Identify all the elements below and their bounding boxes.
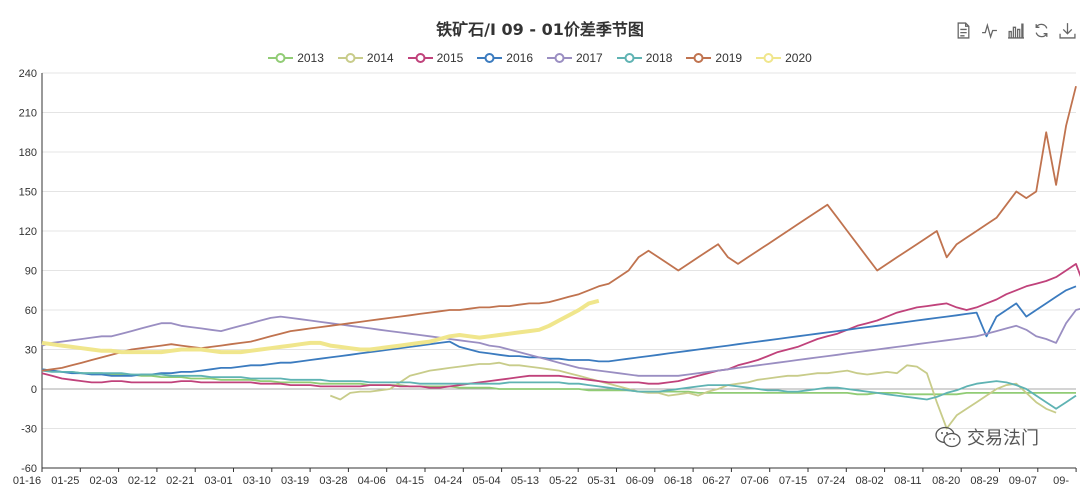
- toolbox: [955, 22, 1076, 39]
- legend-label: 2017: [576, 51, 603, 65]
- watermark: 交易法门: [935, 424, 1039, 450]
- legend-item-2020[interactable]: 2020: [756, 51, 812, 65]
- legend-label: 2020: [785, 51, 812, 65]
- x-tick-label: 03-19: [281, 475, 309, 487]
- legend-swatch-icon: [477, 53, 503, 63]
- x-tick-label: 06-18: [664, 475, 692, 487]
- x-tick-label: 04-24: [434, 475, 462, 487]
- x-tick-label: 04-15: [396, 475, 424, 487]
- x-tick-label: 04-06: [358, 475, 386, 487]
- x-tick-label: 05-04: [473, 475, 501, 487]
- y-tick-label: 240: [19, 68, 37, 80]
- y-tick-label: 0: [31, 384, 37, 396]
- series-line-2015[interactable]: [41, 263, 1080, 389]
- x-tick-label: 01-25: [51, 475, 79, 487]
- series-line-2014[interactable]: [329, 361, 1057, 430]
- y-tick-label: 210: [19, 108, 37, 120]
- y-tick-label: -30: [21, 424, 37, 436]
- legend-item-2013[interactable]: 2013: [268, 51, 324, 65]
- x-tick-label: 08-11: [894, 475, 921, 487]
- download-icon[interactable]: [1059, 22, 1076, 39]
- x-tick-label: 06-27: [702, 475, 730, 487]
- x-tick-label: 05-31: [587, 475, 615, 487]
- y-tick-label: -60: [21, 463, 37, 475]
- x-tick-label: 07-24: [817, 475, 845, 487]
- legend-label: 2018: [645, 51, 673, 65]
- legend-swatch-icon: [337, 53, 363, 63]
- x-tick-label: 01-16: [13, 475, 41, 487]
- x-tick-label: 05-13: [511, 475, 539, 487]
- legend-label: 2016: [506, 51, 533, 65]
- series-line-2018[interactable]: [41, 369, 1077, 410]
- legend-swatch-icon: [686, 53, 712, 63]
- x-tick-label: 08-29: [970, 475, 998, 487]
- x-tick-label: 03-01: [204, 475, 232, 487]
- x-tick-label: 07-15: [779, 475, 807, 487]
- x-tick-label: 09-07: [1009, 475, 1037, 487]
- series-line-2013[interactable]: [41, 368, 1076, 396]
- legend-item-2015[interactable]: 2015: [407, 51, 464, 65]
- legend-item-2014[interactable]: 2014: [337, 51, 394, 65]
- x-tick-label: 08-20: [932, 475, 960, 487]
- legend-item-2018[interactable]: 2018: [616, 51, 673, 65]
- legend-label: 2019: [715, 51, 743, 65]
- series-line-2017[interactable]: [41, 307, 1080, 377]
- y-tick-label: 150: [19, 187, 37, 199]
- chart-title: 铁矿石/I 09 - 01价差季节图: [436, 20, 644, 39]
- legend: 2013 2014 2015 2016 2017 2018 2019 2020: [0, 51, 1080, 65]
- x-tick-label: 03-28: [319, 475, 347, 487]
- x-tick-label: 08-02: [856, 475, 884, 487]
- legend-swatch-icon: [407, 53, 433, 63]
- line-chart-icon[interactable]: [981, 22, 998, 39]
- legend-item-2016[interactable]: 2016: [477, 51, 533, 65]
- legend-item-2017[interactable]: 2017: [547, 51, 603, 65]
- watermark-text: 交易法门: [967, 428, 1039, 449]
- x-tick-label: 02-12: [128, 475, 156, 487]
- x-tick-label: 03-10: [243, 475, 271, 487]
- y-tick-label: 180: [19, 147, 37, 159]
- x-tick-label: 07-06: [741, 475, 769, 487]
- legend-swatch-icon: [616, 53, 642, 63]
- series-line-2016[interactable]: [41, 285, 1077, 377]
- x-tick-label: 02-03: [90, 475, 118, 487]
- legend-label: 2014: [366, 51, 394, 65]
- data-view-icon[interactable]: [955, 22, 972, 39]
- restore-icon[interactable]: [1033, 22, 1050, 39]
- series-line-2020[interactable]: [41, 298, 600, 355]
- y-tick-label: 90: [25, 266, 37, 278]
- x-tick-label: 05-22: [549, 475, 577, 487]
- series-line-2019[interactable]: [41, 85, 1077, 372]
- legend-swatch-icon: [756, 53, 782, 63]
- x-tick-label: 09-: [1053, 475, 1069, 487]
- legend-label: 2015: [436, 51, 464, 65]
- legend-item-2019[interactable]: 2019: [686, 51, 742, 65]
- wechat-icon: [935, 426, 961, 448]
- x-tick-label: 06-09: [626, 475, 654, 487]
- bar-chart-icon[interactable]: [1007, 22, 1024, 39]
- y-tick-label: 30: [25, 345, 37, 357]
- y-tick-label: 120: [19, 226, 37, 238]
- legend-swatch-icon: [547, 53, 572, 63]
- legend-swatch-icon: [268, 53, 294, 63]
- legend-label: 2013: [297, 51, 324, 65]
- y-tick-label: 60: [25, 305, 37, 317]
- x-tick-label: 02-21: [166, 475, 194, 487]
